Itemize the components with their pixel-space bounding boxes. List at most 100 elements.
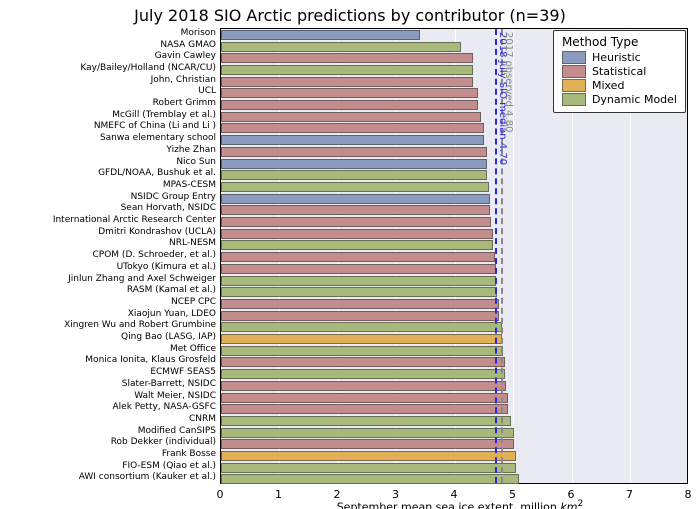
legend-title: Method Type [562,35,677,49]
bar [221,53,473,63]
y-tick-label: NSIDC Group Entry [0,192,216,203]
legend-item: Mixed [562,79,677,92]
y-tick-label: Dmitri Kondrashov (UCLA) [0,227,216,238]
bar [221,229,493,239]
bar [221,416,511,426]
y-tick-label: Jinlun Zhang and Axel Schweiger [0,274,216,285]
bar [221,30,420,40]
y-tick-label: Yizhe Zhan [0,145,216,156]
legend-swatch [562,65,586,78]
y-tick-label: International Arctic Research Center [0,215,216,226]
y-tick-label: Xingren Wu and Robert Grumbine [0,320,216,331]
y-tick-label: NASA GMAO [0,40,216,51]
y-tick-label: CNRM [0,414,216,425]
bar [221,451,516,461]
bar [221,463,516,473]
y-tick-label: John, Christian [0,75,216,86]
y-tick-label: NMEFC of China (Li and Li ) [0,121,216,132]
bar [221,135,484,145]
y-tick-label: CPOM (D. Schroeder, et al.) [0,250,216,261]
bar [221,159,487,169]
x-tick-label: 0 [217,488,224,501]
y-tick-label: AWI consortium (Kauker et al.) [0,472,216,483]
legend-label: Mixed [592,79,624,92]
y-tick-label: Modified CanSIPS [0,426,216,437]
bar [221,100,478,110]
bar [221,205,490,215]
y-tick-label: UTokyo (Kimura et al.) [0,262,216,273]
bar [221,147,487,157]
y-tick-label: Nico Sun [0,157,216,168]
chart-title: July 2018 SIO Arctic predictions by cont… [0,6,700,25]
bar [221,357,505,367]
y-tick-label: ECMWF SEAS5 [0,367,216,378]
y-tick-label: MPAS-CESM [0,180,216,191]
bar [221,404,508,414]
y-tick-label: Sanwa elementary school [0,133,216,144]
bar [221,264,496,274]
bar [221,182,489,192]
legend-item: Statistical [562,65,677,78]
bar [221,346,503,356]
y-tick-label: FIO-ESM (Qiao et al.) [0,461,216,472]
y-tick-label: Alek Petty, NASA-GSFC [0,402,216,413]
reference-label: 2017 observed 4.80 [503,32,514,132]
bar [221,322,502,332]
chart-container: July 2018 SIO Arctic predictions by cont… [0,0,700,509]
y-tick-label: Slater-Barrett, NSIDC [0,379,216,390]
y-tick-label: Kay/Bailey/Holland (NCAR/CU) [0,63,216,74]
y-tick-label: Robert Grimm [0,98,216,109]
y-tick-label: Qing Bao (LASG, IAP) [0,332,216,343]
bar [221,334,502,344]
bar [221,369,505,379]
bar [221,170,487,180]
legend-item: Dynamic Model [562,93,677,106]
bar [221,428,514,438]
y-tick-label: Frank Bosse [0,449,216,460]
x-tick-label: 8 [685,488,692,501]
bar [221,240,493,250]
x-tick-label: 6 [568,488,575,501]
bar [221,474,519,484]
bar [221,123,484,133]
bar [221,393,508,403]
x-axis-label: September mean sea ice extent, million k… [110,498,700,509]
y-tick-label: Xiaojun Yuan, LDEO [0,309,216,320]
x-tick-label: 3 [392,488,399,501]
bar [221,381,506,391]
bar [221,77,473,87]
y-tick-label: Sean Horvath, NSIDC [0,203,216,214]
legend-label: Dynamic Model [592,93,677,106]
x-tick-label: 2 [334,488,341,501]
y-tick-label: Walt Meier, NSIDC [0,391,216,402]
bar [221,276,496,286]
legend-swatch [562,79,586,92]
gridline [689,29,690,483]
bar [221,217,491,227]
y-tick-label: Met Office [0,344,216,355]
x-tick-label: 1 [275,488,282,501]
bar [221,287,497,297]
bar [221,252,495,262]
x-tick-label: 7 [626,488,633,501]
bar [221,65,473,75]
x-tick-label: 4 [451,488,458,501]
y-tick-label: Gavin Cawley [0,51,216,62]
legend-label: Heuristic [592,51,641,64]
bar [221,311,499,321]
legend-label: Statistical [592,65,646,78]
y-tick-label: NCEP CPC [0,297,216,308]
y-tick-label: NRL-NESM [0,238,216,249]
y-tick-label: GFDL/NOAA, Bushuk et al. [0,168,216,179]
y-tick-label: McGill (Tremblay et al.) [0,110,216,121]
legend: Method Type HeuristicStatisticalMixedDyn… [553,30,686,113]
y-tick-label: UCL [0,86,216,97]
bar [221,299,499,309]
bar [221,88,478,98]
y-tick-label: Morison [0,28,216,39]
bar [221,194,490,204]
bar [221,439,514,449]
legend-item: Heuristic [562,51,677,64]
y-tick-label: Monica Ionita, Klaus Grosfeld [0,355,216,366]
y-tick-label: RASM (Kamal et al.) [0,285,216,296]
